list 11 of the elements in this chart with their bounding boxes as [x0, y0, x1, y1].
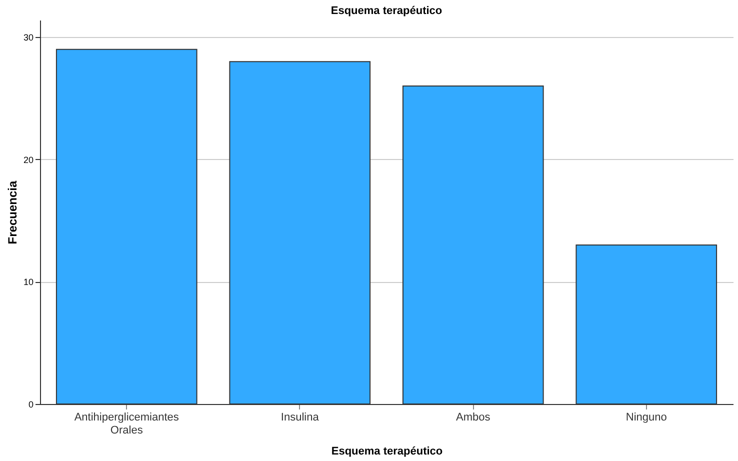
- chart-title: Esquema terapéutico: [330, 5, 442, 17]
- y-tick-label: 20: [23, 154, 34, 165]
- x-tick-label: Ambos: [456, 412, 491, 424]
- x-tick-label: Insulina: [280, 412, 320, 424]
- y-tick-label: 0: [28, 400, 34, 410]
- y-tick-label: 30: [23, 32, 34, 43]
- y-axis-title: Frecuencia: [5, 180, 20, 244]
- x-axis-title: Esquema terapéutico: [331, 446, 443, 458]
- x-tick-label: Ninguno: [626, 412, 667, 424]
- x-tick-label: Antihiperglicemiantes Orales: [74, 412, 180, 436]
- y-tick-label: 10: [23, 277, 34, 288]
